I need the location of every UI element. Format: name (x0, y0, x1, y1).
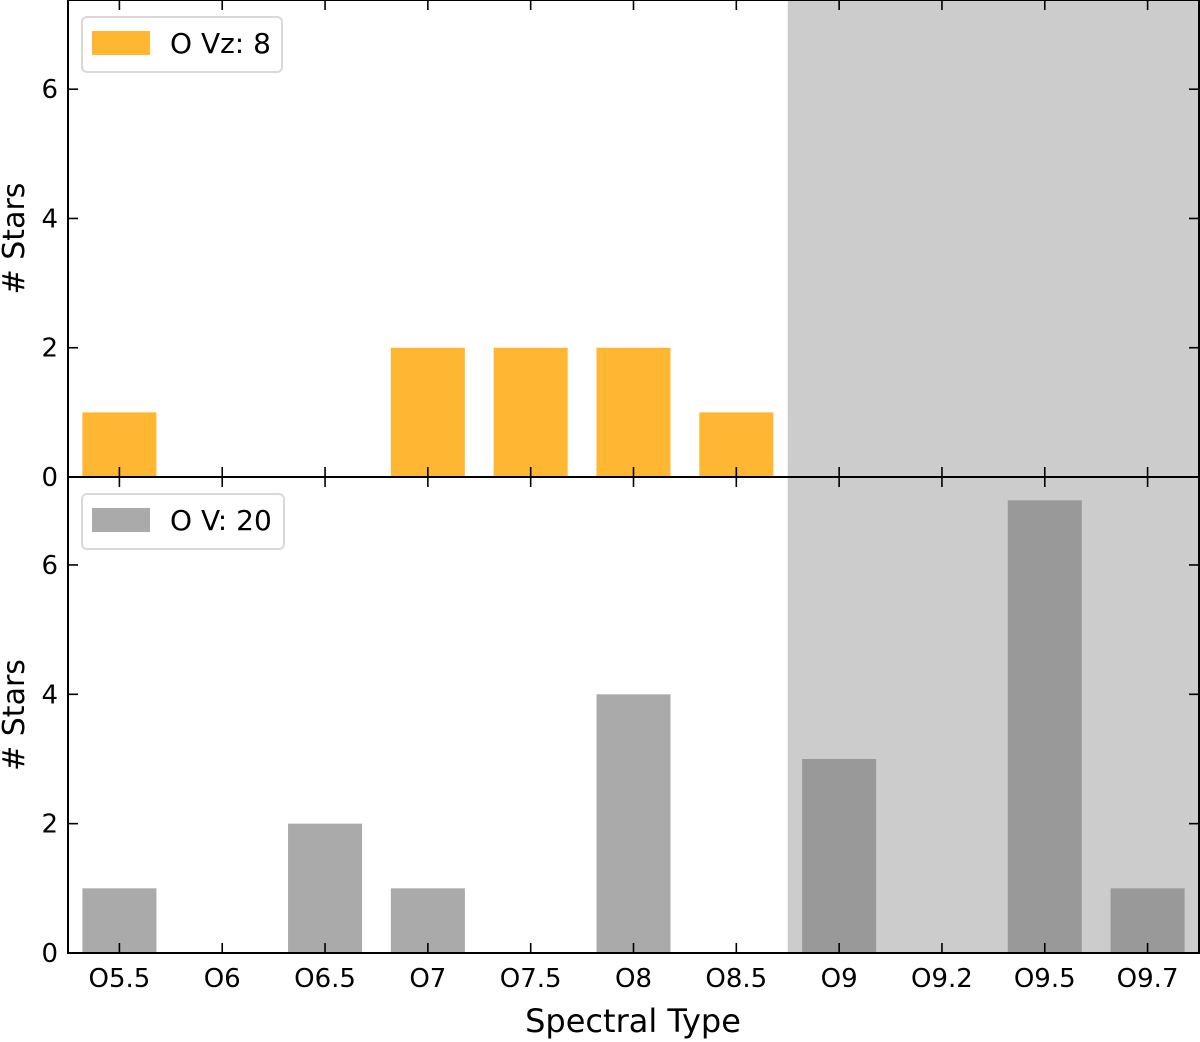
legend-swatch (92, 31, 150, 55)
bar-O9 (802, 758, 877, 953)
y-tick-label: 2 (41, 810, 58, 840)
legend-box (81, 16, 283, 73)
y-tick-label: 4 (41, 680, 58, 710)
x-tick-label: O9.2 (911, 964, 973, 994)
panel-2: O5.5 O6 O6.5 O7 O7.5 O8 O8.5 O9 O9.2 O9.5 O9.7 0 2 4 6… (0, 476, 1200, 1040)
y-tick-label: 4 (41, 204, 58, 234)
y-axis-label: # Stars (0, 659, 32, 771)
x-tick-label: O9.7 (1117, 964, 1179, 994)
x-tick-label: O9 (821, 964, 858, 994)
y-tick-label: 0 (41, 939, 58, 969)
legend-swatch (92, 508, 150, 532)
legend-label: O Vz: 8 (170, 27, 271, 60)
x-tick-label: O8.5 (705, 964, 767, 994)
x-tick-label: O6.5 (294, 964, 356, 994)
bar-O6.5 (288, 823, 363, 953)
bar-O7 (390, 347, 465, 477)
bar-O9.7 (1110, 888, 1185, 953)
bar-O8 (596, 694, 671, 953)
bar-O9.5 (1007, 500, 1082, 953)
y-tick-label: 6 (41, 551, 58, 581)
bar-O5.5 (82, 888, 157, 953)
x-axis-label: Spectral Type (525, 1002, 741, 1040)
legend-label: O V: 20 (170, 504, 272, 537)
shaded-region (787, 0, 1199, 477)
x-tick-label: O7 (409, 964, 446, 994)
y-tick-label: 0 (41, 463, 58, 493)
panel-1: 0 2 4 6 # Stars O Vz: 8 (0, 0, 1200, 493)
x-tick-label: O5.5 (88, 964, 150, 994)
bar-O5.5 (82, 412, 157, 477)
bar-O8.5 (699, 412, 774, 477)
y-axis-label: # Stars (0, 183, 32, 295)
bar-O8 (596, 347, 671, 477)
x-tick-label: O8 (615, 964, 652, 994)
bar-O7 (390, 888, 465, 953)
x-tick-label: O7.5 (500, 964, 562, 994)
shaded-region (787, 477, 1199, 953)
y-tick-label: 2 (41, 334, 58, 364)
legend-box (81, 493, 285, 550)
bar-O7.5 (493, 347, 568, 477)
legend: O Vz: 8 (81, 16, 283, 73)
x-tick-label: O9.5 (1014, 964, 1076, 994)
x-tick-label: O6 (204, 964, 241, 994)
legend: O V: 20 (81, 493, 285, 550)
y-tick-label: 6 (41, 75, 58, 105)
